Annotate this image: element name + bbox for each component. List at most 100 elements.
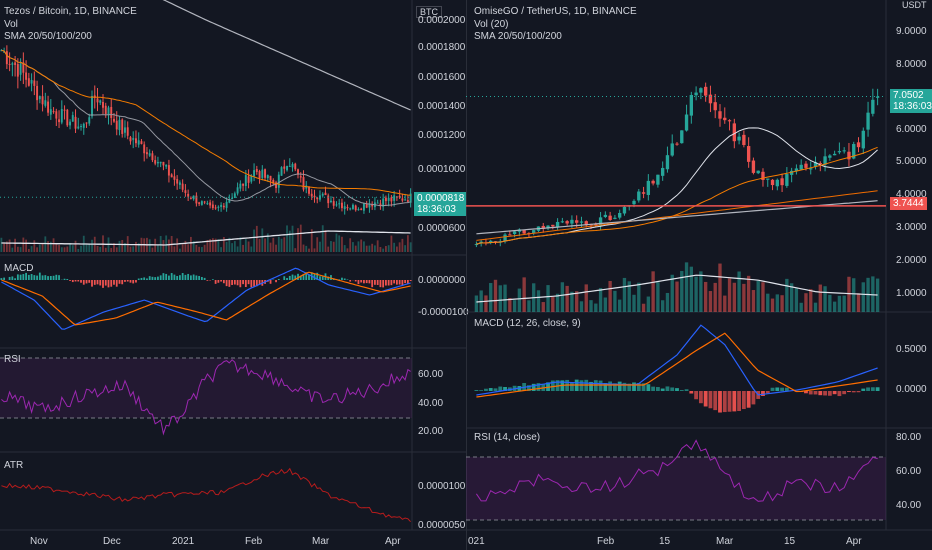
right-candle (622, 206, 627, 214)
left-candle (382, 198, 385, 207)
left-atr-label: ATR (4, 460, 24, 471)
right-volume-bar (536, 290, 541, 312)
right-candle (532, 230, 536, 234)
right-macd-histogram-bar (770, 387, 775, 391)
right-candle (789, 170, 794, 175)
left-candle (346, 207, 349, 209)
right-volume-bar (756, 280, 760, 312)
left-volume-bar (118, 240, 121, 252)
left-macd-histogram-bar (275, 280, 277, 283)
left-candle (233, 193, 236, 199)
left-candle (338, 203, 341, 205)
left-macd-histogram-bar (159, 275, 162, 280)
left-macd-histogram-bar (277, 278, 280, 280)
left-countdown: 18:36:03 (417, 204, 456, 215)
left-macd-histogram-bar (71, 280, 74, 283)
left-macd-histogram-bar (200, 277, 203, 280)
right-vol-label: Vol (20) (474, 19, 509, 30)
left-candle (360, 208, 363, 210)
left-candle (25, 72, 28, 80)
left-macd-label: MACD (4, 263, 34, 274)
right-macd-tick: 0.5000 (896, 344, 927, 355)
right-macd-histogram-bar (651, 386, 656, 391)
left-volume-bar (269, 242, 272, 252)
left-macd-histogram-bar (110, 280, 113, 287)
left-macd-histogram-bar (286, 278, 288, 280)
right-volume-bar (589, 300, 593, 312)
left-volume-bar (406, 235, 409, 252)
left-volume-bar (47, 241, 49, 252)
left-price-value: 0.0000818 (417, 193, 465, 204)
left-candle (176, 179, 179, 184)
right-candle (852, 144, 856, 159)
left-macd-histogram-bar (401, 280, 404, 286)
left-chart-canvas[interactable] (0, 0, 466, 550)
left-volume-bar (327, 246, 330, 252)
right-volume-bar (489, 283, 493, 312)
left-candle (5, 51, 8, 65)
right-macd-label: MACD (12, 26, close, 9) (474, 318, 581, 329)
left-macd-histogram-bar (124, 280, 126, 282)
left-macd-histogram-bar (102, 280, 104, 288)
left-candle (217, 206, 220, 208)
left-volume-bar (231, 243, 233, 252)
left-candle (198, 202, 201, 204)
right-volume-bar (493, 279, 498, 312)
left-volume-bar (217, 239, 220, 252)
right-volume-bar (484, 295, 488, 312)
right-macd-histogram-bar (741, 391, 746, 410)
left-macd-histogram-bar (341, 277, 343, 280)
right-macd-histogram-bar (531, 383, 536, 391)
right-volume-bar (723, 295, 727, 312)
right-chart[interactable]: OmiseGO / TetherUS, 1D, BINANCE Vol (20)… (466, 0, 932, 550)
left-chart[interactable]: Tezos / Bitcoin, 1D, BINANCE Vol SMA 20/… (0, 0, 469, 550)
left-volume-bar (74, 240, 77, 252)
left-candle (113, 118, 115, 122)
left-macd-histogram-bar (14, 278, 17, 280)
right-sma100-line (476, 190, 878, 241)
right-volume-bar (742, 283, 746, 312)
right-macd-histogram-bar (698, 391, 703, 404)
right-macd-histogram-bar (866, 387, 870, 391)
right-macd-histogram-bar (622, 382, 627, 391)
left-volume-bar (313, 248, 316, 252)
right-candle (703, 86, 708, 96)
right-macd-histogram-bar (670, 387, 675, 391)
right-candle (555, 221, 560, 227)
left-rsi-tick: 20.00 (418, 426, 444, 437)
right-volume-bar (651, 271, 655, 312)
left-candle (384, 197, 387, 202)
right-candle (680, 130, 684, 144)
right-candle (570, 219, 574, 224)
left-volume-bar (38, 244, 41, 252)
left-volume-bar (115, 247, 118, 252)
right-volume-bar (570, 291, 574, 312)
right-volume-bar (613, 290, 617, 312)
right-candle (618, 213, 622, 218)
left-macd-histogram-bar (93, 280, 96, 285)
left-volume-bar (151, 247, 154, 252)
left-volume-bar (228, 237, 231, 252)
left-macd-histogram-bar (184, 274, 187, 280)
left-candle (41, 96, 44, 105)
left-macd-histogram-bar (27, 274, 30, 280)
left-volume-bar (85, 244, 88, 252)
right-candle (718, 111, 722, 119)
left-candle (398, 195, 401, 198)
left-volume-bar (272, 237, 275, 252)
right-vol-tick: 2.0000 (896, 255, 927, 266)
left-atr-tick: 0.0000050 (418, 520, 466, 531)
right-candle (861, 130, 865, 149)
left-macd-histogram-bar (233, 280, 236, 285)
left-candle (209, 202, 212, 206)
left-macd-histogram-bar (22, 274, 25, 280)
left-volume-bar (63, 247, 66, 252)
right-chart-canvas[interactable] (466, 0, 932, 550)
left-candle (74, 116, 77, 129)
right-volume-bar (871, 276, 875, 312)
left-candle (143, 144, 146, 154)
right-rsi-tick: 60.00 (896, 466, 922, 477)
left-chart-title: Tezos / Bitcoin, 1D, BINANCE (4, 6, 137, 17)
left-volume-bar (211, 238, 214, 252)
left-unit-badge: BTC (416, 6, 442, 18)
